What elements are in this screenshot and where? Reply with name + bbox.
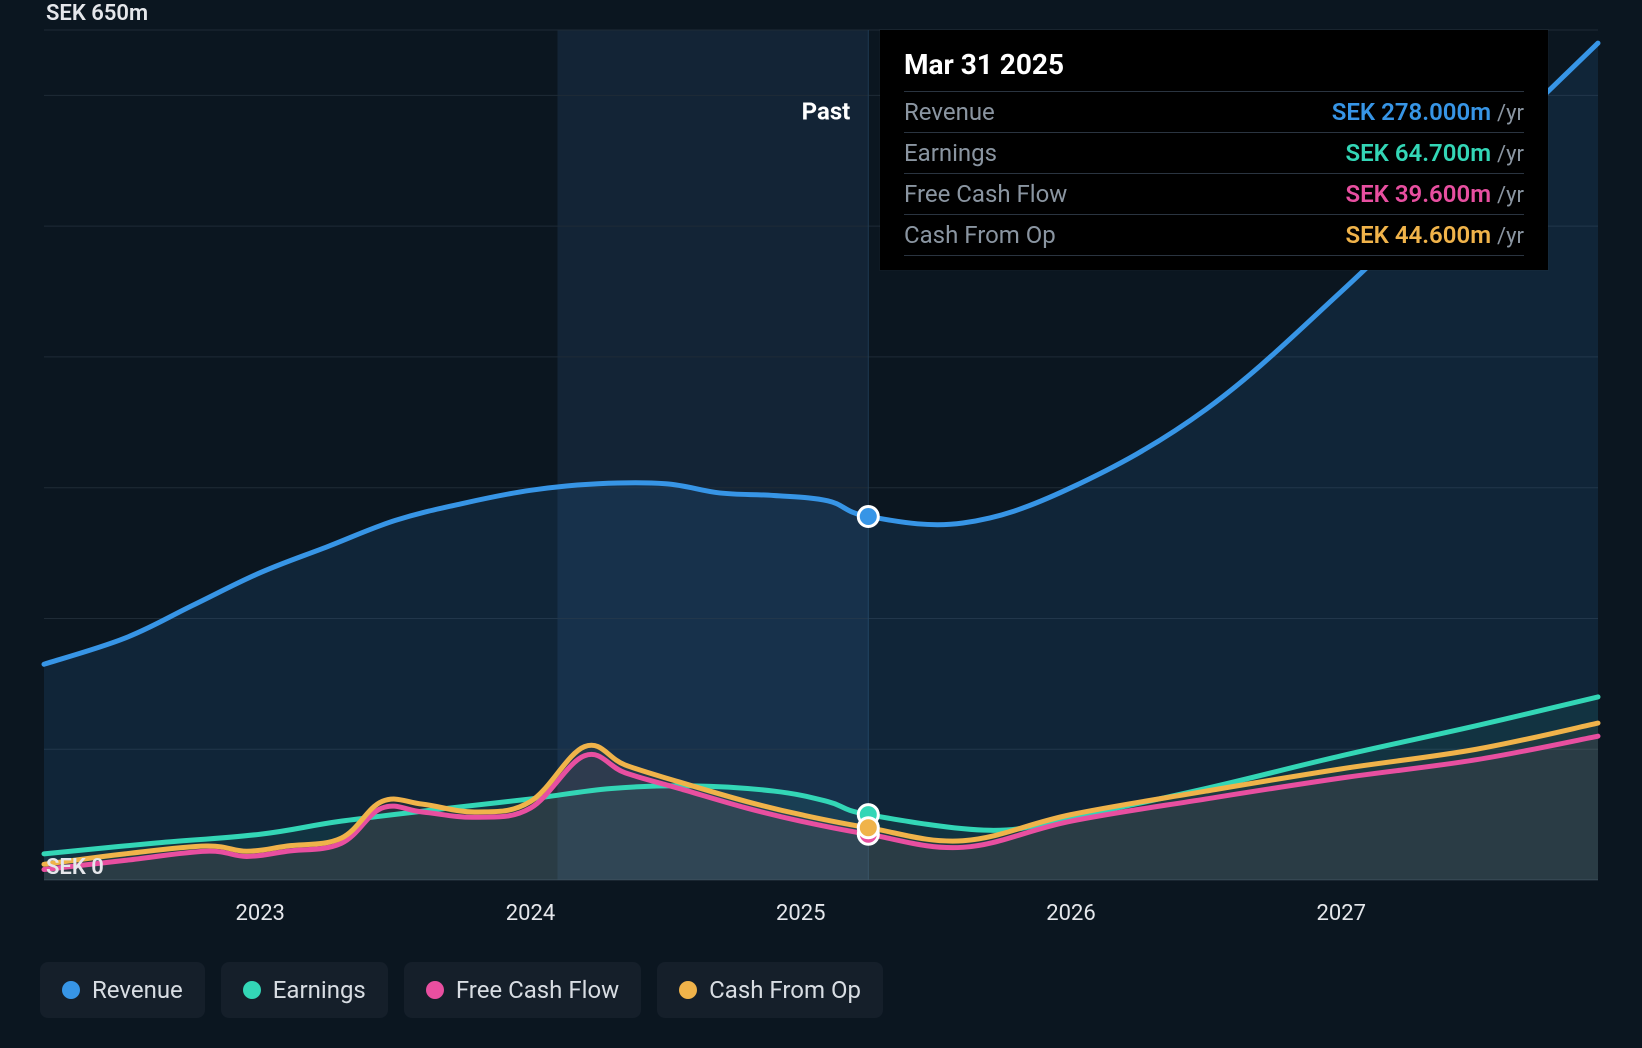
- legend-label: Cash From Op: [709, 976, 861, 1004]
- tooltip-metric-unit: /yr: [1497, 183, 1524, 208]
- svg-text:SEK 650m: SEK 650m: [46, 1, 148, 26]
- financial-forecast-chart: SEK 650mSEK 020232024202520262027PastAna…: [0, 0, 1642, 1048]
- tooltip-metric-value: SEK 44.600m: [1345, 221, 1491, 249]
- tooltip-metric-unit: /yr: [1497, 142, 1524, 167]
- svg-text:2025: 2025: [776, 901, 825, 926]
- tooltip-metric-value: SEK 39.600m: [1345, 180, 1491, 208]
- chart-tooltip: Mar 31 2025 RevenueSEK 278.000m/yrEarnin…: [880, 30, 1548, 270]
- tooltip-metric-name: Revenue: [904, 98, 995, 126]
- tooltip-metric-name: Cash From Op: [904, 221, 1056, 249]
- legend-toggle-fcf[interactable]: Free Cash Flow: [404, 962, 641, 1018]
- tooltip-date: Mar 31 2025: [904, 48, 1524, 92]
- svg-text:2024: 2024: [506, 901, 555, 926]
- tooltip-row-fcf: Free Cash Flow SEK 39.600m/yr: [904, 174, 1524, 215]
- svg-text:Past: Past: [802, 97, 851, 125]
- svg-text:2027: 2027: [1317, 901, 1366, 926]
- svg-text:2026: 2026: [1046, 901, 1095, 926]
- legend-swatch-icon: [679, 981, 697, 999]
- legend-label: Free Cash Flow: [456, 976, 619, 1004]
- tooltip-row-cfo: Cash From Op SEK 44.600m/yr: [904, 215, 1524, 256]
- tooltip-row-revenue: Revenue SEK 278.000m/yr: [904, 92, 1524, 133]
- legend-swatch-icon: [243, 981, 261, 999]
- tooltip-metric-value: SEK 64.700m: [1345, 139, 1491, 167]
- svg-text:SEK 0: SEK 0: [46, 855, 104, 880]
- legend-swatch-icon: [62, 981, 80, 999]
- chart-legend: Revenue Earnings Free Cash Flow Cash From O…: [40, 962, 883, 1018]
- tooltip-row-earnings: Earnings SEK 64.700m/yr: [904, 133, 1524, 174]
- tooltip-metric-value: SEK 278.000m: [1332, 98, 1491, 126]
- legend-label: Earnings: [273, 976, 366, 1004]
- legend-toggle-earnings[interactable]: Earnings: [221, 962, 388, 1018]
- tooltip-metric-unit: /yr: [1497, 101, 1524, 126]
- legend-toggle-revenue[interactable]: Revenue: [40, 962, 205, 1018]
- legend-swatch-icon: [426, 981, 444, 999]
- tooltip-metric-name: Free Cash Flow: [904, 180, 1067, 208]
- svg-text:2023: 2023: [235, 901, 284, 926]
- legend-toggle-cfo[interactable]: Cash From Op: [657, 962, 883, 1018]
- tooltip-metric-name: Earnings: [904, 139, 997, 167]
- legend-label: Revenue: [92, 976, 183, 1004]
- tooltip-metric-unit: /yr: [1497, 224, 1524, 249]
